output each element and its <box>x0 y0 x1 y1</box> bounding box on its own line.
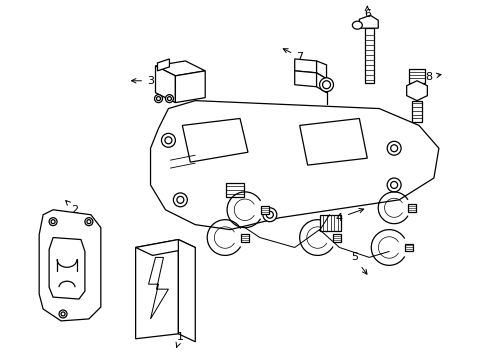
Polygon shape <box>182 118 247 162</box>
Polygon shape <box>359 15 377 28</box>
Ellipse shape <box>61 312 65 316</box>
Bar <box>333 234 341 242</box>
Text: 6: 6 <box>363 6 370 19</box>
Ellipse shape <box>161 133 175 147</box>
Ellipse shape <box>59 310 67 318</box>
Ellipse shape <box>386 178 400 192</box>
Ellipse shape <box>263 208 276 222</box>
Polygon shape <box>175 71 205 103</box>
Polygon shape <box>155 66 175 103</box>
Bar <box>408 69 424 83</box>
Bar <box>225 183 244 197</box>
Polygon shape <box>49 238 85 299</box>
Polygon shape <box>155 61 205 76</box>
Ellipse shape <box>352 21 362 29</box>
Bar <box>261 206 268 214</box>
Ellipse shape <box>386 141 400 155</box>
Ellipse shape <box>167 96 171 100</box>
Bar <box>404 243 412 251</box>
Polygon shape <box>316 73 326 93</box>
Polygon shape <box>135 239 195 255</box>
Text: 1: 1 <box>176 332 183 347</box>
Polygon shape <box>294 71 316 87</box>
Polygon shape <box>316 61 326 79</box>
Bar <box>407 204 415 212</box>
Ellipse shape <box>322 81 330 89</box>
Ellipse shape <box>390 181 397 188</box>
Bar <box>241 234 248 242</box>
Polygon shape <box>135 239 178 339</box>
Polygon shape <box>150 100 438 230</box>
Polygon shape <box>148 257 168 319</box>
Text: 2: 2 <box>65 201 79 215</box>
Ellipse shape <box>177 196 183 203</box>
Polygon shape <box>299 118 366 165</box>
Ellipse shape <box>51 220 55 224</box>
Text: 7: 7 <box>283 49 303 62</box>
Ellipse shape <box>390 145 397 152</box>
Polygon shape <box>406 81 427 100</box>
Bar <box>319 215 341 231</box>
Bar <box>411 100 421 122</box>
Text: 5: 5 <box>350 252 366 274</box>
Bar <box>365 28 373 83</box>
Text: 8: 8 <box>425 72 440 82</box>
Text: 4: 4 <box>335 208 363 223</box>
Polygon shape <box>294 59 316 73</box>
Ellipse shape <box>266 211 273 218</box>
Ellipse shape <box>165 95 173 103</box>
Polygon shape <box>178 239 195 342</box>
Text: 3: 3 <box>131 76 154 86</box>
Ellipse shape <box>85 218 93 226</box>
Polygon shape <box>39 210 101 321</box>
Ellipse shape <box>164 137 172 144</box>
Ellipse shape <box>319 78 333 92</box>
Polygon shape <box>157 59 169 71</box>
Ellipse shape <box>49 218 57 226</box>
Ellipse shape <box>154 95 162 103</box>
Ellipse shape <box>156 96 160 100</box>
Ellipse shape <box>173 193 187 207</box>
Ellipse shape <box>87 220 91 224</box>
